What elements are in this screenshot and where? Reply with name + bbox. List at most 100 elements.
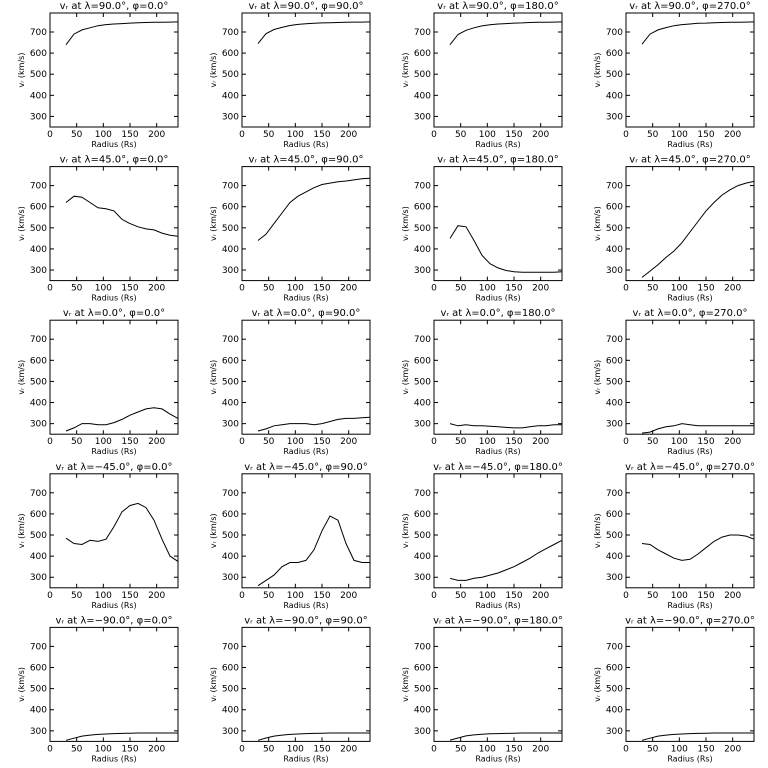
y-axis-label: vᵣ (km/s) bbox=[17, 53, 26, 88]
y-tick-label: 500 bbox=[222, 531, 239, 541]
panel: vᵣ at λ=−45.0°, φ=90.0° 0 50 100 150 200 300 40… bbox=[209, 462, 371, 610]
y-tick-label: 600 bbox=[222, 203, 239, 213]
panel: vᵣ at λ=45.0°, φ=180.0° 0 50 100 150 200 300 40… bbox=[401, 155, 563, 303]
x-tick-label: 200 bbox=[340, 591, 357, 601]
x-tick-label: 100 bbox=[95, 130, 112, 140]
x-tick-label: 50 bbox=[71, 284, 83, 294]
y-axis-label: vᵣ (km/s) bbox=[17, 667, 26, 702]
y-tick-label: 700 bbox=[30, 182, 47, 192]
y-tick-label: 500 bbox=[222, 685, 239, 695]
plot-frame bbox=[241, 473, 371, 589]
y-tick-label: 300 bbox=[414, 112, 431, 122]
x-tick-label: 50 bbox=[647, 437, 659, 447]
y-tick-label: 700 bbox=[414, 28, 431, 38]
x-tick-label: 50 bbox=[71, 130, 83, 140]
x-tick-label: 50 bbox=[263, 744, 275, 754]
x-tick-label: 0 bbox=[431, 284, 437, 294]
y-tick-label: 400 bbox=[222, 399, 239, 409]
y-axis-label: vᵣ (km/s) bbox=[593, 53, 602, 88]
data-line bbox=[641, 21, 755, 45]
x-axis-label: Radius (Rs) bbox=[475, 447, 520, 456]
y-tick-label: 300 bbox=[222, 573, 239, 583]
x-axis-label: Radius (Rs) bbox=[91, 601, 136, 610]
x-tick-label: 150 bbox=[697, 437, 714, 447]
x-tick-label: 150 bbox=[313, 744, 330, 754]
y-tick-label: 500 bbox=[414, 531, 431, 541]
panel-title: vᵣ at λ=45.0°, φ=270.0° bbox=[629, 155, 750, 166]
y-axis-label: vᵣ (km/s) bbox=[593, 513, 602, 548]
x-tick-label: 100 bbox=[479, 591, 496, 601]
panel-title: vᵣ at λ=−90.0°, φ=180.0° bbox=[433, 615, 563, 626]
plot-frame bbox=[625, 626, 755, 742]
y-tick-label: 500 bbox=[30, 685, 47, 695]
panel-title: vᵣ at λ=−45.0°, φ=180.0° bbox=[433, 462, 563, 473]
data-line bbox=[449, 732, 562, 741]
x-tick-label: 100 bbox=[671, 591, 688, 601]
x-tick-label: 200 bbox=[148, 437, 165, 447]
y-tick-label: 700 bbox=[414, 642, 431, 652]
panel: vᵣ at λ=45.0°, φ=270.0° 0 50 100 150 200 300 40… bbox=[593, 155, 755, 303]
y-tick-label: 600 bbox=[222, 49, 239, 59]
x-tick-label: 200 bbox=[724, 130, 741, 140]
y-tick-label: 400 bbox=[414, 399, 431, 409]
y-tick-label: 300 bbox=[222, 266, 239, 276]
x-tick-label: 200 bbox=[340, 284, 357, 294]
x-tick-label: 50 bbox=[263, 591, 275, 601]
x-tick-label: 0 bbox=[47, 591, 53, 601]
x-tick-label: 0 bbox=[623, 744, 629, 754]
y-tick-label: 700 bbox=[606, 335, 623, 345]
y-tick-label: 600 bbox=[222, 664, 239, 674]
x-axis-label: Radius (Rs) bbox=[283, 140, 328, 149]
x-axis-label: Radius (Rs) bbox=[667, 294, 712, 303]
y-tick-label: 500 bbox=[414, 685, 431, 695]
x-tick-label: 0 bbox=[623, 130, 629, 140]
x-tick-label: 100 bbox=[95, 591, 112, 601]
panel: vᵣ at λ=−45.0°, φ=180.0° 0 50 100 150 200 300 4… bbox=[401, 462, 563, 610]
y-tick-label: 300 bbox=[30, 727, 47, 737]
y-tick-label: 600 bbox=[606, 49, 623, 59]
y-axis-label: vᵣ (km/s) bbox=[401, 206, 410, 241]
x-axis-label: Radius (Rs) bbox=[283, 447, 328, 456]
x-tick-label: 100 bbox=[95, 284, 112, 294]
y-tick-label: 700 bbox=[222, 28, 239, 38]
panel-title: vᵣ at λ=0.0°, φ=90.0° bbox=[252, 308, 361, 319]
x-axis-label: Radius (Rs) bbox=[91, 140, 136, 149]
x-tick-label: 0 bbox=[47, 437, 53, 447]
y-tick-label: 600 bbox=[606, 203, 623, 213]
panel-title: vᵣ at λ=45.0°, φ=180.0° bbox=[437, 155, 558, 166]
data-line bbox=[65, 502, 179, 562]
x-tick-label: 150 bbox=[505, 744, 522, 754]
panel-title: vᵣ at λ=−45.0°, φ=90.0° bbox=[244, 462, 367, 473]
y-tick-label: 300 bbox=[606, 573, 623, 583]
x-tick-label: 100 bbox=[671, 130, 688, 140]
data-line bbox=[257, 416, 371, 432]
y-axis-label: vᵣ (km/s) bbox=[17, 513, 26, 548]
plot-frame bbox=[625, 473, 755, 589]
panel: vᵣ at λ=0.0°, φ=270.0° 0 50 100 150 200 300 400… bbox=[593, 308, 755, 456]
y-axis-label: vᵣ (km/s) bbox=[209, 53, 218, 88]
x-tick-label: 150 bbox=[313, 591, 330, 601]
y-axis-label: vᵣ (km/s) bbox=[209, 206, 218, 241]
x-tick-label: 200 bbox=[148, 744, 165, 754]
x-tick-label: 150 bbox=[697, 130, 714, 140]
y-tick-label: 700 bbox=[30, 335, 47, 345]
x-tick-label: 0 bbox=[431, 130, 437, 140]
y-tick-label: 600 bbox=[606, 664, 623, 674]
panel: vᵣ at λ=0.0°, φ=180.0° 0 50 100 150 200 300 400… bbox=[401, 308, 563, 456]
x-tick-label: 150 bbox=[313, 437, 330, 447]
x-tick-label: 200 bbox=[148, 130, 165, 140]
y-axis-label: vᵣ (km/s) bbox=[593, 360, 602, 395]
x-tick-label: 50 bbox=[647, 591, 659, 601]
y-tick-label: 700 bbox=[414, 489, 431, 499]
y-tick-label: 400 bbox=[606, 706, 623, 716]
x-tick-label: 0 bbox=[431, 744, 437, 754]
plot-frame bbox=[241, 12, 371, 128]
x-tick-label: 150 bbox=[505, 130, 522, 140]
y-axis-label: vᵣ (km/s) bbox=[593, 206, 602, 241]
y-tick-label: 500 bbox=[222, 377, 239, 387]
y-tick-label: 300 bbox=[414, 266, 431, 276]
y-tick-label: 700 bbox=[30, 28, 47, 38]
panel: vᵣ at λ=−90.0°, φ=270.0° 0 50 100 150 200 300 4… bbox=[593, 615, 755, 763]
x-axis-label: Radius (Rs) bbox=[283, 601, 328, 610]
y-tick-label: 400 bbox=[222, 552, 239, 562]
